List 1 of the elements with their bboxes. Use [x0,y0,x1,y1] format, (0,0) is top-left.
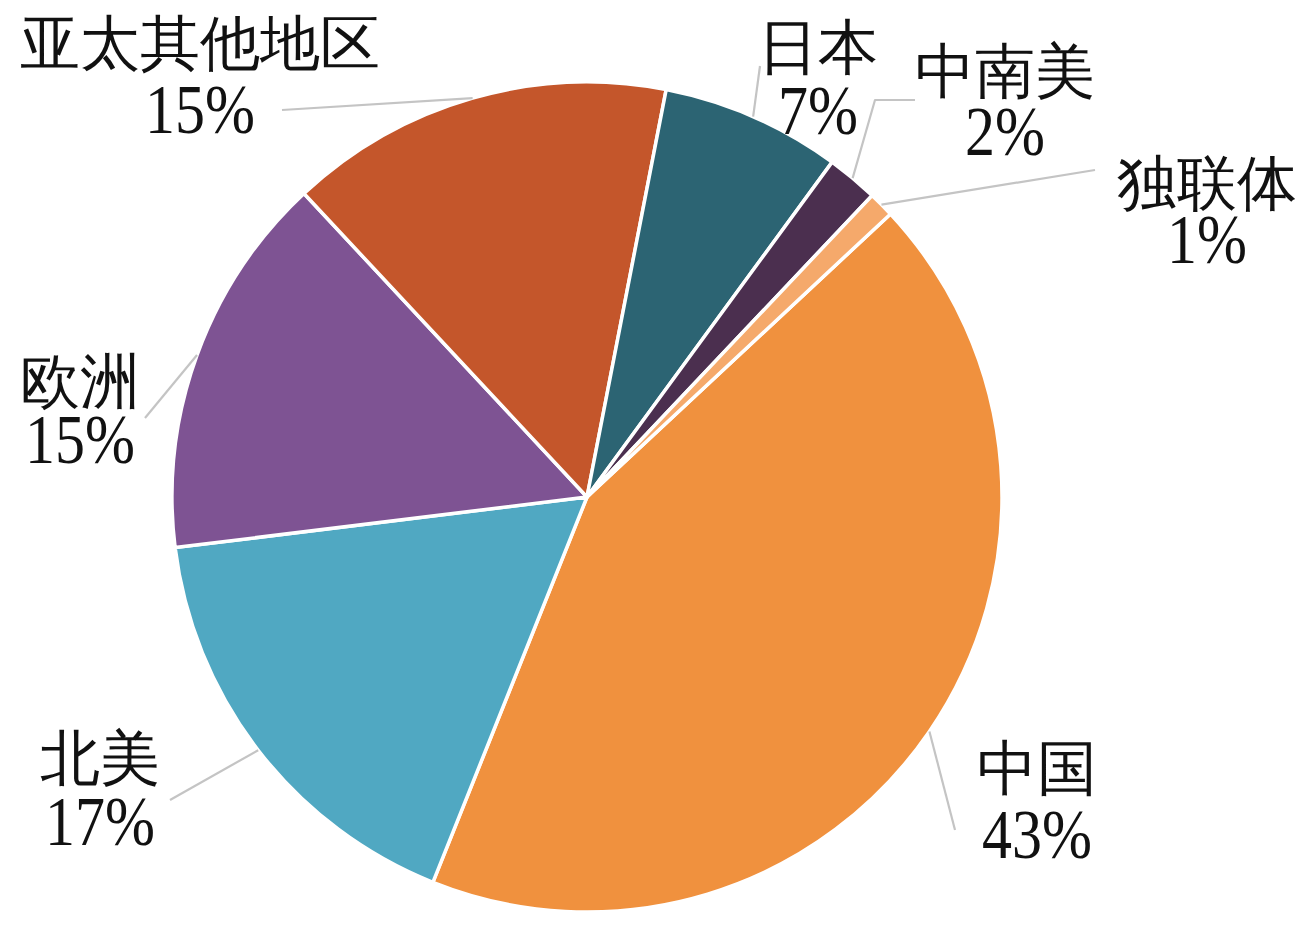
slice-label: 亚太其他地区 [20,11,380,77]
